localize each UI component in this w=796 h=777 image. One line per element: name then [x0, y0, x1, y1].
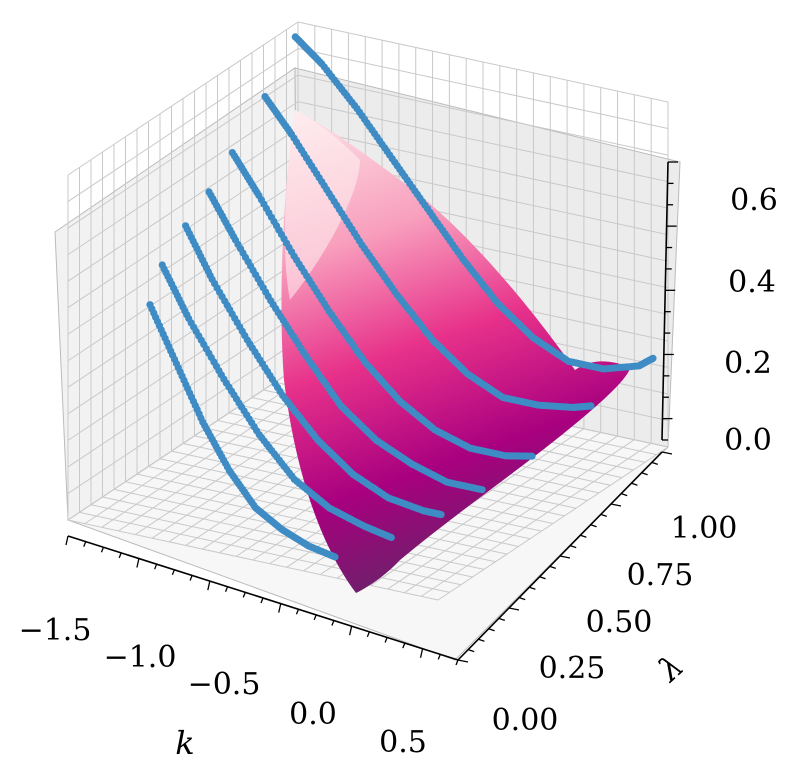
- x-tick: [118, 552, 122, 559]
- x-tick: [313, 614, 317, 621]
- y-axis-label: λ: [649, 647, 691, 690]
- y-tick: [610, 503, 622, 507]
- x-tick: [278, 603, 282, 613]
- x-axis-label: k: [175, 724, 194, 762]
- x-tick: [366, 631, 370, 638]
- z-tick-label: 0.2: [724, 346, 772, 381]
- data-point: [478, 486, 486, 494]
- data-point: [387, 533, 395, 542]
- y-tick: [631, 482, 638, 486]
- side-grid-line: [67, 21, 299, 176]
- y-tick: [651, 461, 659, 466]
- floor-grid-line: [79, 511, 450, 593]
- data-point: [528, 452, 536, 460]
- surface: [281, 110, 630, 593]
- side-grid-line: [67, 74, 299, 229]
- back-grid-line: [297, 21, 669, 103]
- x-tick: [260, 597, 264, 604]
- x-tick: [65, 535, 69, 546]
- y-tick: [580, 534, 587, 538]
- x-tick: [224, 586, 229, 592]
- y-tick: [508, 607, 520, 611]
- y-tick: [600, 513, 608, 518]
- x-tick: [295, 609, 300, 615]
- x-tick: [189, 575, 193, 581]
- x-tick: [331, 620, 335, 626]
- x-tick: [437, 654, 441, 660]
- x-tick: [171, 569, 175, 576]
- y-tick: [498, 617, 506, 622]
- z-tick-labels: 0.0 0.2 0.4 0.6: [724, 183, 778, 458]
- data-markers: [146, 33, 657, 561]
- data-point: [437, 510, 445, 519]
- y-tick: [518, 596, 526, 601]
- side-grid-line: [67, 286, 299, 441]
- side-grid-line: [67, 207, 299, 362]
- y-tick: [590, 524, 597, 528]
- x-tick-label: −1.5: [19, 613, 92, 648]
- data-point: [649, 354, 657, 362]
- y-tick: [457, 659, 469, 663]
- y-tick: [539, 576, 546, 580]
- x-tick-label: −1.0: [104, 640, 177, 675]
- y-tick: [559, 555, 571, 559]
- axis-ticks: [65, 161, 678, 666]
- x-tick: [136, 558, 140, 568]
- floor-grid-line: [67, 519, 439, 601]
- x-tick-label: 0.5: [379, 725, 427, 760]
- data-point: [587, 402, 595, 410]
- x-tick: [384, 637, 388, 643]
- x-tick: [455, 659, 459, 666]
- x-tick: [207, 580, 211, 591]
- y-tick: [661, 451, 673, 455]
- back-grid-line: [297, 127, 669, 209]
- back-grid-line: [297, 48, 669, 130]
- side-grid-line: [67, 180, 299, 335]
- side-grid-line: [67, 154, 299, 309]
- x-tick: [83, 541, 87, 547]
- side-grid-line: [67, 313, 299, 468]
- x-tick: [419, 648, 424, 658]
- y-tick-label: 1.00: [671, 511, 738, 546]
- y-tick: [478, 638, 485, 642]
- data-point: [331, 553, 339, 561]
- x-tick-label: −0.5: [188, 667, 261, 702]
- y-tick-labels: 0.00 0.25 0.50 0.75 1.00: [492, 511, 738, 738]
- x-tick-labels: −1.5 −1.0 −0.5 0.0 0.5: [19, 613, 427, 760]
- x-tick: [154, 563, 158, 570]
- y-tick: [488, 628, 495, 632]
- floor-grid-line: [90, 504, 462, 586]
- y-tick: [529, 586, 536, 590]
- x-tick: [349, 626, 353, 636]
- side-grid-line: [67, 101, 299, 256]
- x-tick: [402, 642, 406, 649]
- floor-grid-line: [113, 488, 485, 570]
- y-tick: [641, 472, 648, 476]
- z-tick-label: 0.4: [728, 265, 776, 300]
- z-tick-label: 0.6: [730, 183, 778, 218]
- y-tick: [549, 565, 557, 570]
- x-tick-label: 0.0: [289, 697, 337, 732]
- back-grid-line: [297, 74, 669, 156]
- y-tick: [620, 492, 628, 497]
- y-tick: [569, 544, 577, 549]
- z-axis-line: [661, 161, 669, 441]
- x-tick: [242, 592, 246, 598]
- floor-grid-line: [125, 481, 496, 563]
- y-tick: [467, 648, 475, 653]
- x-tick: [100, 547, 105, 553]
- y-tick-label: 0.50: [586, 605, 653, 640]
- y-tick-label: 0.75: [627, 558, 694, 593]
- side-grid-line: [67, 48, 299, 202]
- y-tick-label: 0.00: [492, 703, 559, 738]
- z-tick-label: 0.0: [724, 423, 772, 458]
- side-grid-line: [67, 127, 299, 282]
- y-tick-label: 0.25: [539, 651, 606, 686]
